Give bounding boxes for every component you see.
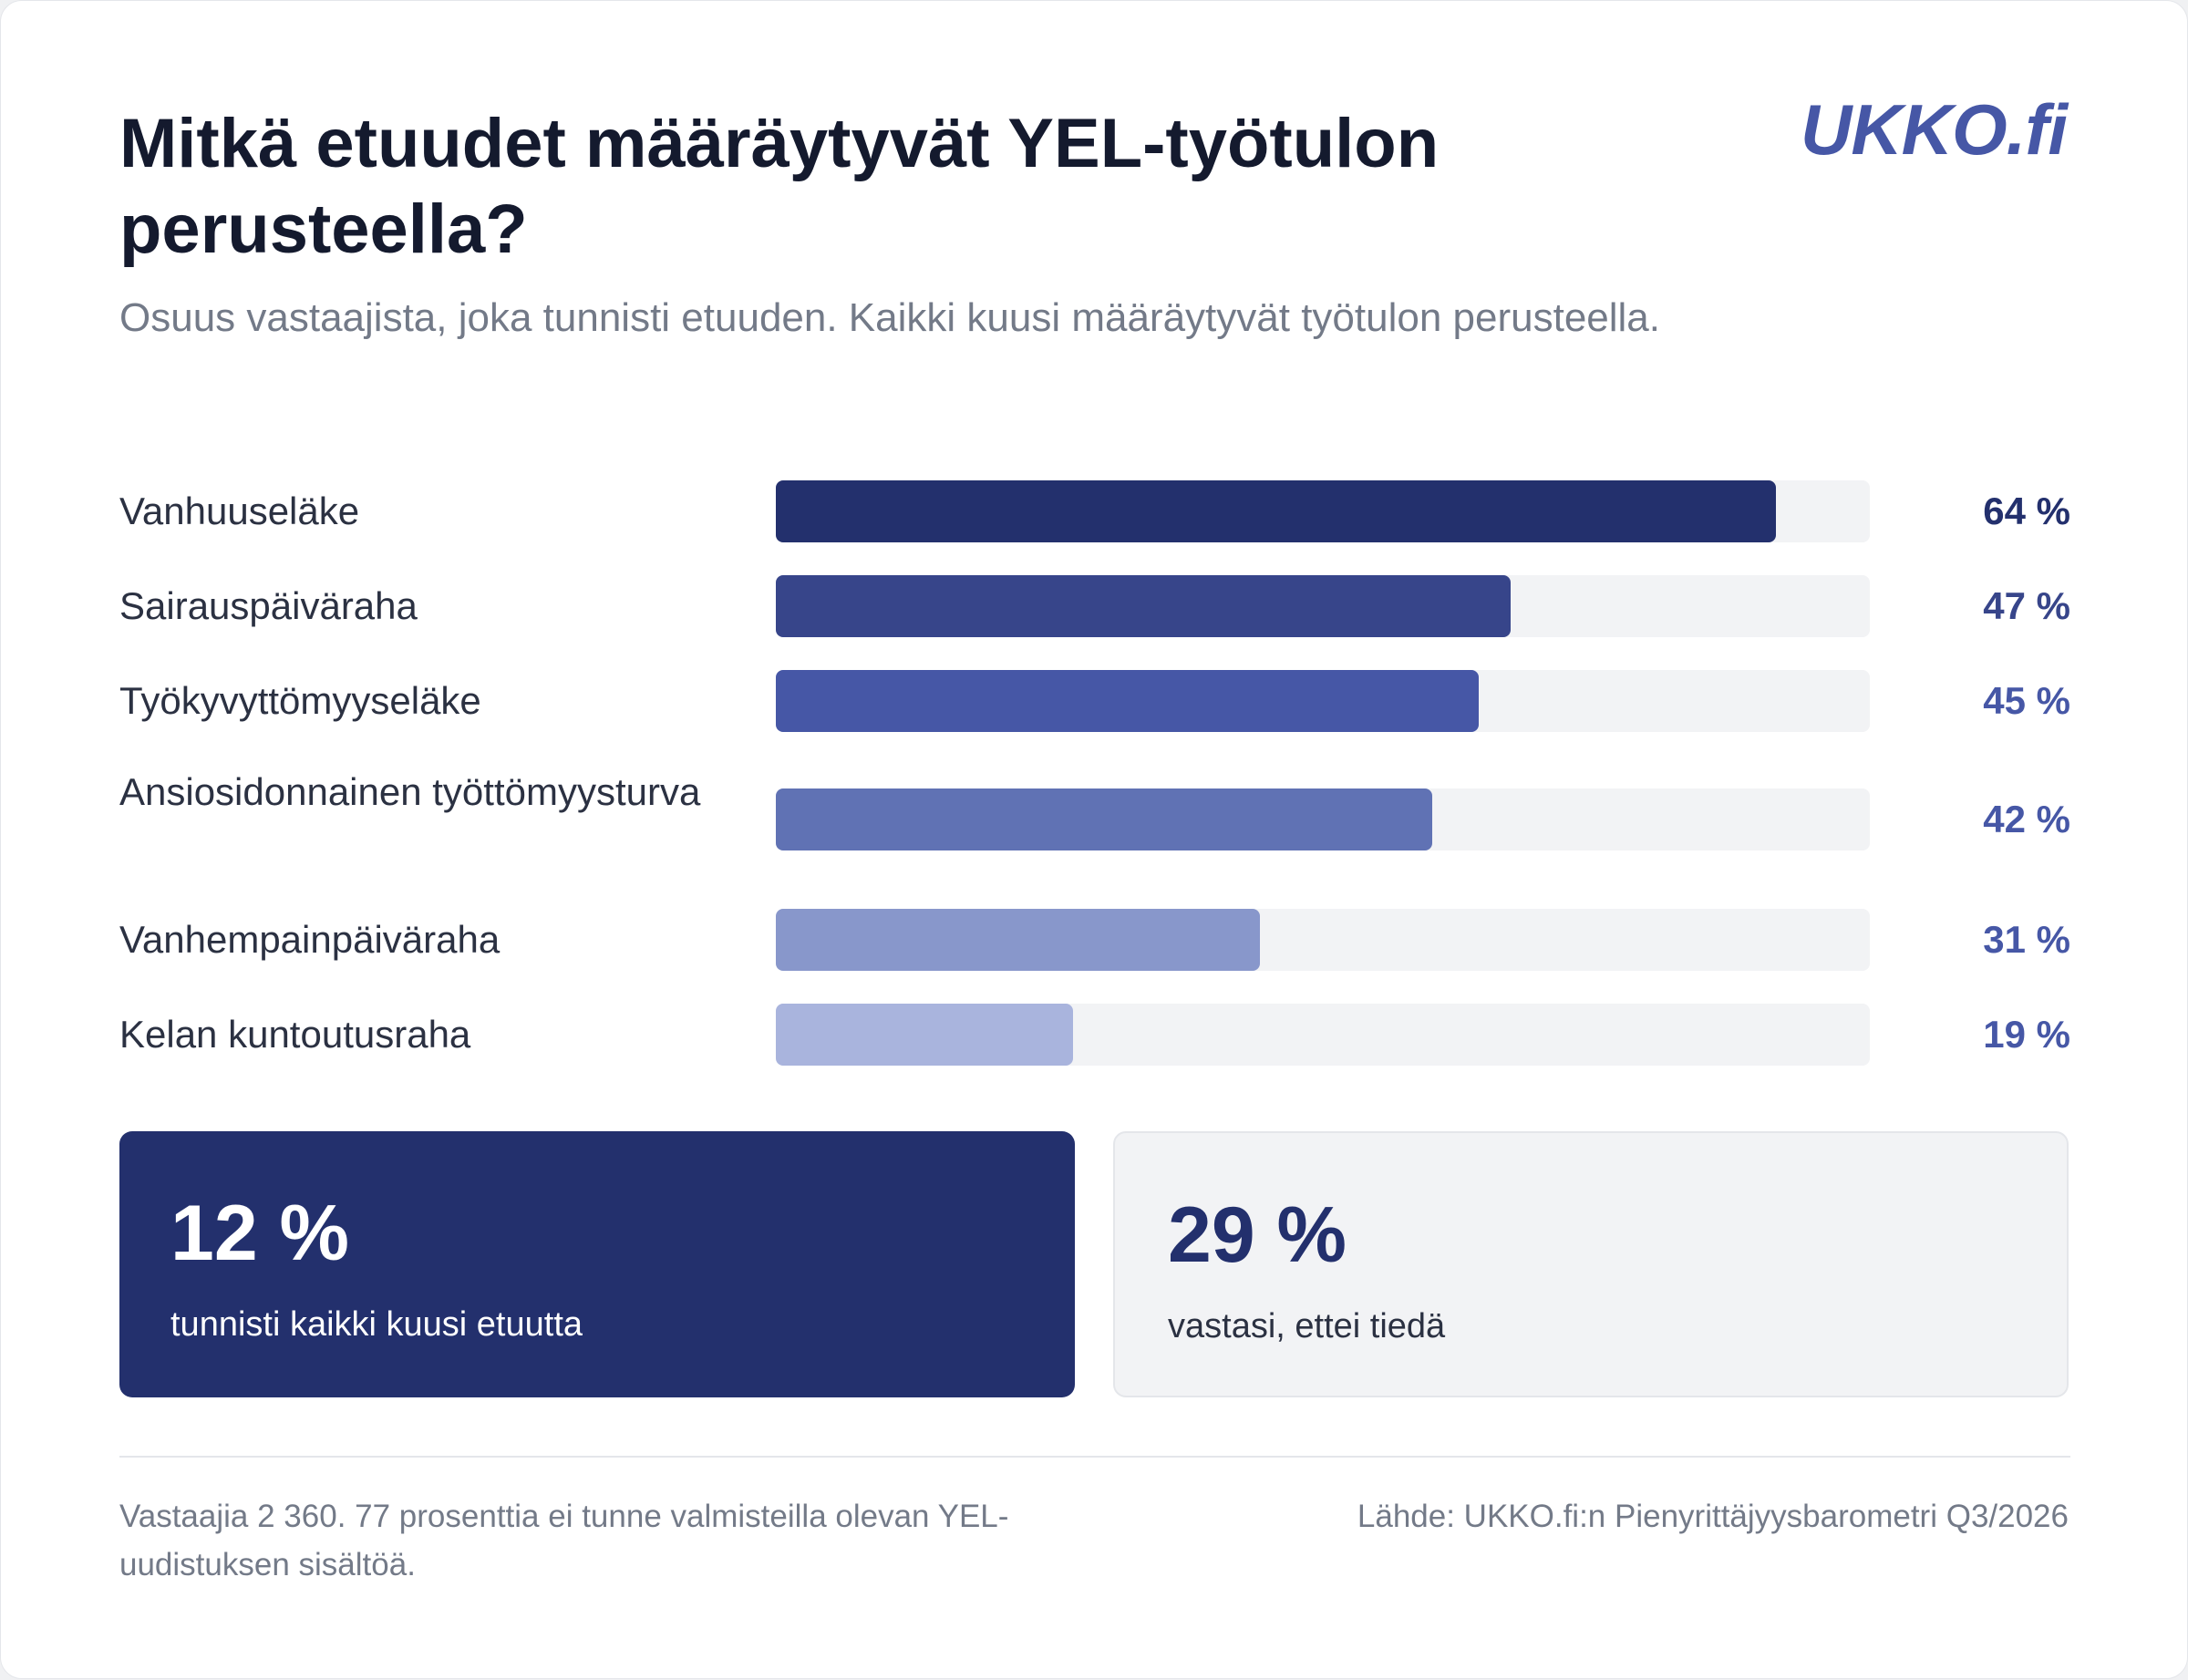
- bar-track: [776, 1004, 1870, 1066]
- bar: [776, 1004, 1073, 1066]
- bar: [776, 909, 1260, 971]
- bar-track: [776, 480, 1870, 542]
- bar-category-label: Vanhempainpäiväraha: [119, 918, 501, 961]
- bar-category-label: Sairauspäiväraha: [119, 584, 418, 627]
- bar-track: [776, 670, 1870, 732]
- footer-source: Lähde: UKKO.fi:n Pienyrittäjyysbarometri…: [1357, 1499, 2069, 1534]
- bar-track: [776, 909, 1870, 971]
- bar-value-label: 31 %: [1983, 918, 2070, 961]
- footer-divider: [119, 1456, 2070, 1458]
- ukko-logo[interactable]: UKKO.fi: [1801, 89, 2068, 170]
- stat-text-all-six: tunnisti kaikki kuusi etuutta: [170, 1305, 583, 1344]
- stat-card-dont-know: 29 % vastasi, ettei tiedä: [1113, 1131, 2069, 1397]
- bar-category-label: Ansiosidonnainen työttömyysturva: [119, 770, 701, 813]
- bar-category-label: Työkyvyttömyyseläke: [119, 679, 481, 722]
- chart-title: Mitkä etuudet määräytyvät YEL-työtulon p…: [119, 105, 1440, 268]
- bar-track: [776, 788, 1870, 850]
- stat-value-dont-know: 29 %: [1168, 1191, 1347, 1279]
- bar-category-label: Vanhuuseläke: [119, 490, 360, 532]
- stat-value-all-six: 12 %: [170, 1190, 350, 1277]
- bar-category-label: Kelan kuntoutusraha: [119, 1013, 471, 1056]
- bar-value-label: 42 %: [1983, 798, 2070, 840]
- bar-value-label: 64 %: [1983, 490, 2070, 532]
- bar-value-label: 45 %: [1983, 679, 2070, 722]
- chart-subtitle: Osuus vastaajista, joka tunnisti etuuden…: [119, 295, 1661, 340]
- bar: [776, 575, 1511, 637]
- bar-track: [776, 575, 1870, 637]
- bar-value-label: 47 %: [1983, 584, 2070, 627]
- bar-value-label: 19 %: [1983, 1013, 2070, 1056]
- bar: [776, 788, 1432, 850]
- bar: [776, 670, 1479, 732]
- stat-card-all-six: 12 % tunnisti kaikki kuusi etuutta: [119, 1131, 1075, 1397]
- stat-text-dont-know: vastasi, ettei tiedä: [1168, 1307, 1446, 1345]
- footer-note: Vastaajia 2 360. 77 prosenttia ei tunne …: [119, 1499, 1009, 1582]
- bar: [776, 480, 1776, 542]
